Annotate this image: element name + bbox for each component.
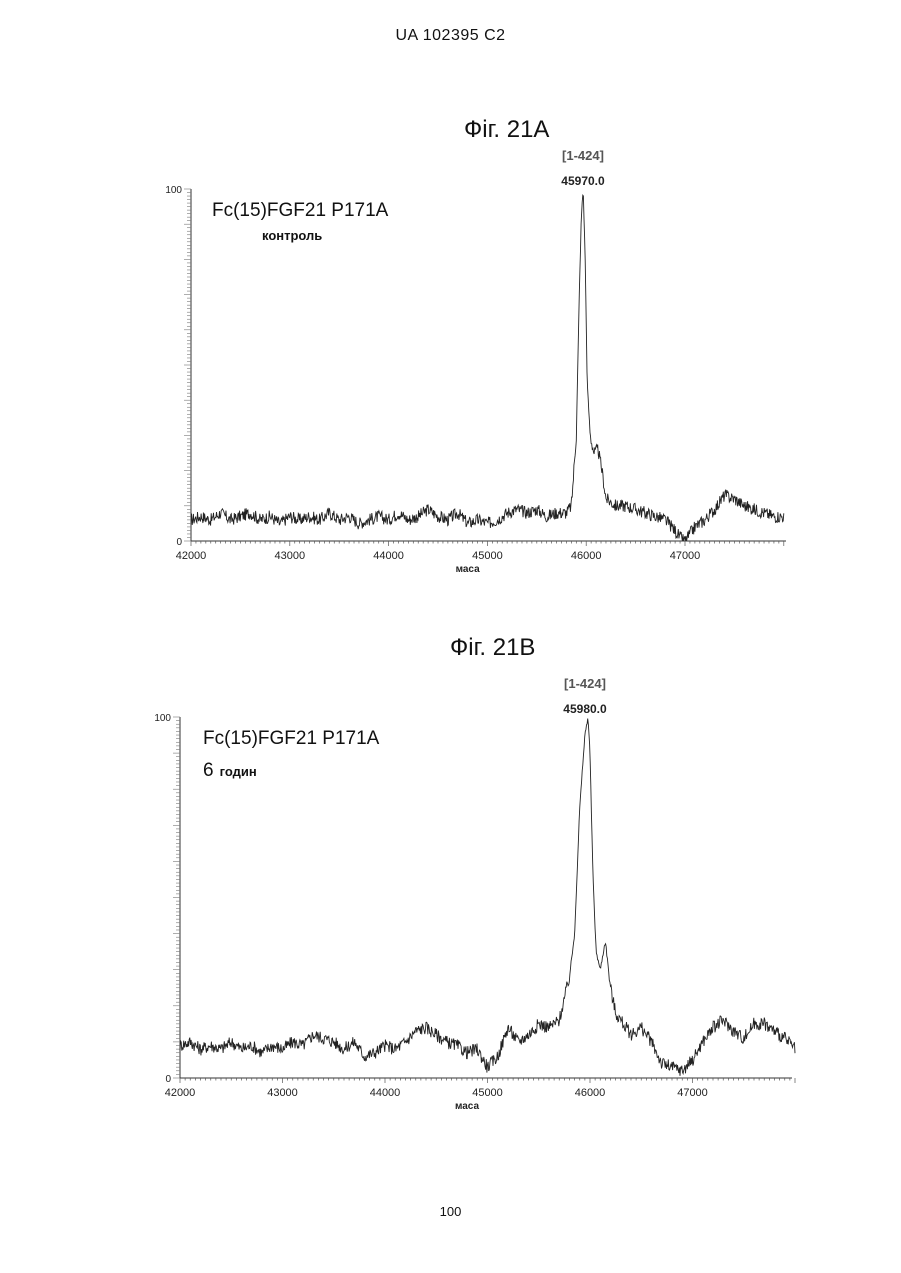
peak-range-label: [1-424]	[564, 676, 606, 691]
sample-name: Fc(15)FGF21 P171A	[203, 728, 379, 750]
x-tick-label: 46000	[575, 1087, 606, 1099]
x-tick-label: 43000	[267, 1087, 298, 1099]
sample-condition-line: 6 годин	[203, 760, 257, 782]
mass-spectrum-svg: 42000 43000 44000 45000 46000 47000 0 100 маса [1…	[0, 0, 901, 1150]
x-axis-label: маса	[455, 1101, 480, 1112]
y-tick-label: 100	[154, 713, 171, 724]
spectrum-line	[180, 719, 795, 1076]
page-number: 100	[0, 1204, 901, 1219]
x-tick-label: 45000	[472, 1087, 503, 1099]
peak-mass-label: 45980.0	[563, 702, 607, 716]
sample-condition: годин	[220, 764, 257, 779]
x-tick-label: 42000	[165, 1087, 196, 1099]
x-tick-label: 44000	[370, 1087, 401, 1099]
mass-spectrum-chart: 42000 43000 44000 45000 46000 47000 0 100 маса [1…	[0, 0, 901, 1150]
y-tick-label: 0	[165, 1074, 171, 1085]
x-tick-label: 47000	[677, 1087, 708, 1099]
sample-condition-number: 6	[203, 760, 214, 781]
